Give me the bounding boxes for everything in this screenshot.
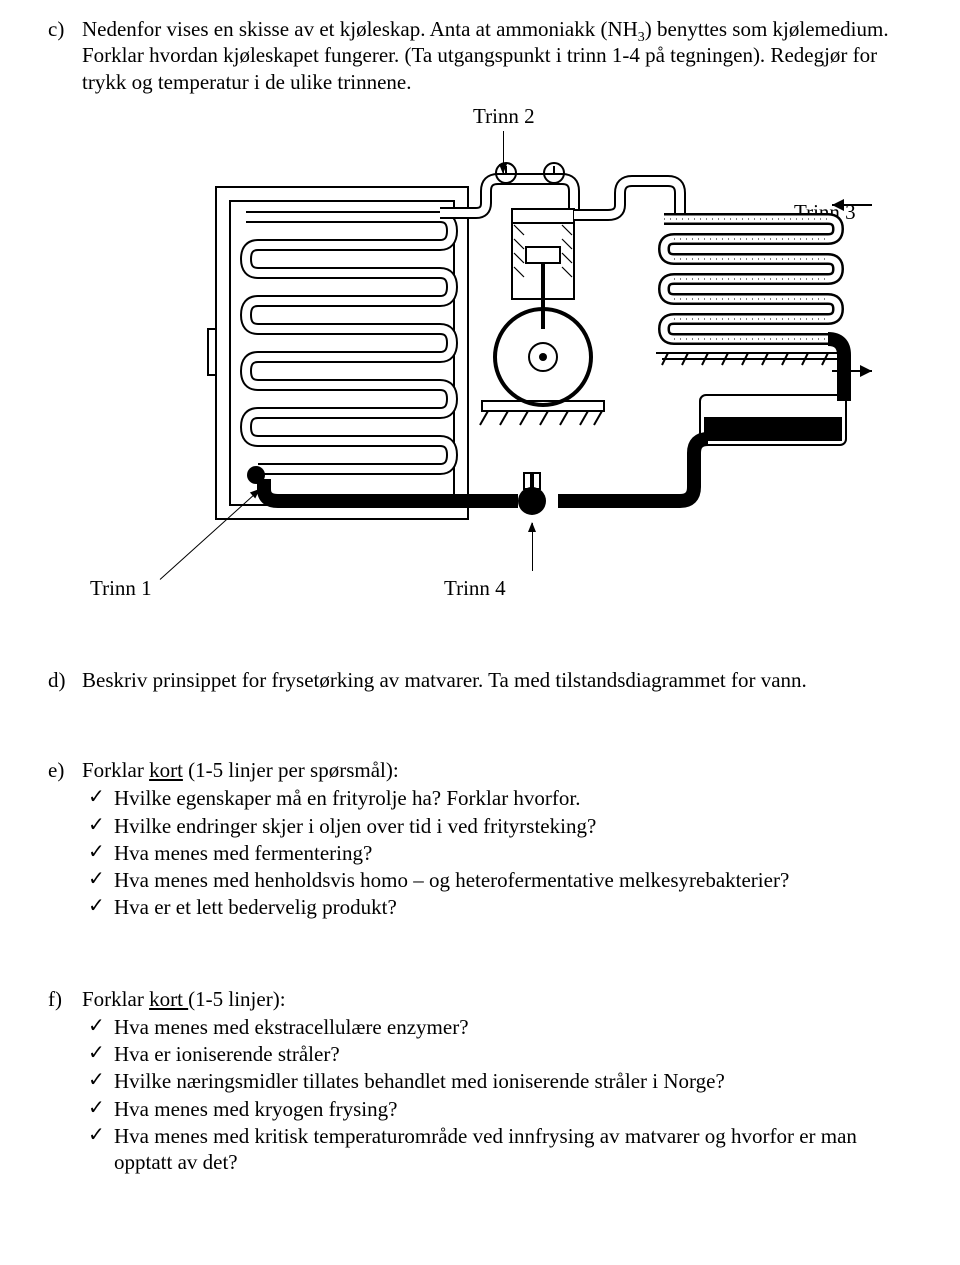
refrigerator-diagram: Trinn 2 Trinn 3 [108, 109, 888, 609]
question-d-letter: d) [48, 667, 82, 693]
list-item: Hva menes med ekstracellulære enzymer? [82, 1014, 912, 1040]
label-trinn4: Trinn 4 [444, 575, 506, 601]
question-f-intro-pre: Forklar [82, 987, 149, 1011]
label-trinn1: Trinn 1 [90, 575, 152, 601]
list-item: Hva er ioniserende stråler? [82, 1041, 912, 1067]
list-item: Hva menes med kritisk temperaturområde v… [82, 1123, 912, 1176]
question-e-letter: e) [48, 757, 82, 922]
label-trinn2: Trinn 2 [473, 103, 535, 129]
arrow-trinn4 [532, 523, 533, 571]
question-e-body: Forklar kort (1-5 linjer per spørsmål): … [82, 757, 912, 922]
list-item: Hva menes med kryogen frysing? [82, 1096, 912, 1122]
question-c-text-pre: Nedenfor vises en skisse av et kjøleskap… [82, 17, 638, 41]
question-f-list: Hva menes med ekstracellulære enzymer? H… [82, 1014, 912, 1176]
question-f-intro-underlined: kort [149, 987, 188, 1011]
question-e-intro-post: (1-5 linjer per spørsmål): [183, 758, 399, 782]
question-f: f) Forklar kort (1-5 linjer): Hva menes … [48, 986, 912, 1177]
question-c-letter: c) [48, 16, 82, 95]
question-c-body: Nedenfor vises en skisse av et kjøleskap… [82, 16, 912, 95]
question-c: c) Nedenfor vises en skisse av et kjøles… [48, 16, 912, 95]
list-item: Hvilke egenskaper må en frityrolje ha? F… [82, 785, 912, 811]
list-item: Hva menes med fermentering? [82, 840, 912, 866]
question-e-intro-pre: Forklar [82, 758, 149, 782]
question-e-list: Hvilke egenskaper må en frityrolje ha? F… [82, 785, 912, 920]
question-f-body: Forklar kort (1-5 linjer): Hva menes med… [82, 986, 912, 1177]
list-item: Hvilke næringsmidler tillates behandlet … [82, 1068, 912, 1094]
list-item: Hvilke endringer skjer i oljen over tid … [82, 813, 912, 839]
question-d-body: Beskriv prinsippet for frysetørking av m… [82, 667, 912, 693]
refrigerator-svg [108, 139, 888, 579]
question-d: d) Beskriv prinsippet for frysetørking a… [48, 667, 912, 693]
question-e: e) Forklar kort (1-5 linjer per spørsmål… [48, 757, 912, 922]
list-item: Hva menes med henholdsvis homo – og hete… [82, 867, 912, 893]
question-f-letter: f) [48, 986, 82, 1177]
list-item: Hva er et lett bedervelig produkt? [82, 894, 912, 920]
question-f-intro-post: (1-5 linjer): [188, 987, 285, 1011]
question-e-intro-underlined: kort [149, 758, 183, 782]
